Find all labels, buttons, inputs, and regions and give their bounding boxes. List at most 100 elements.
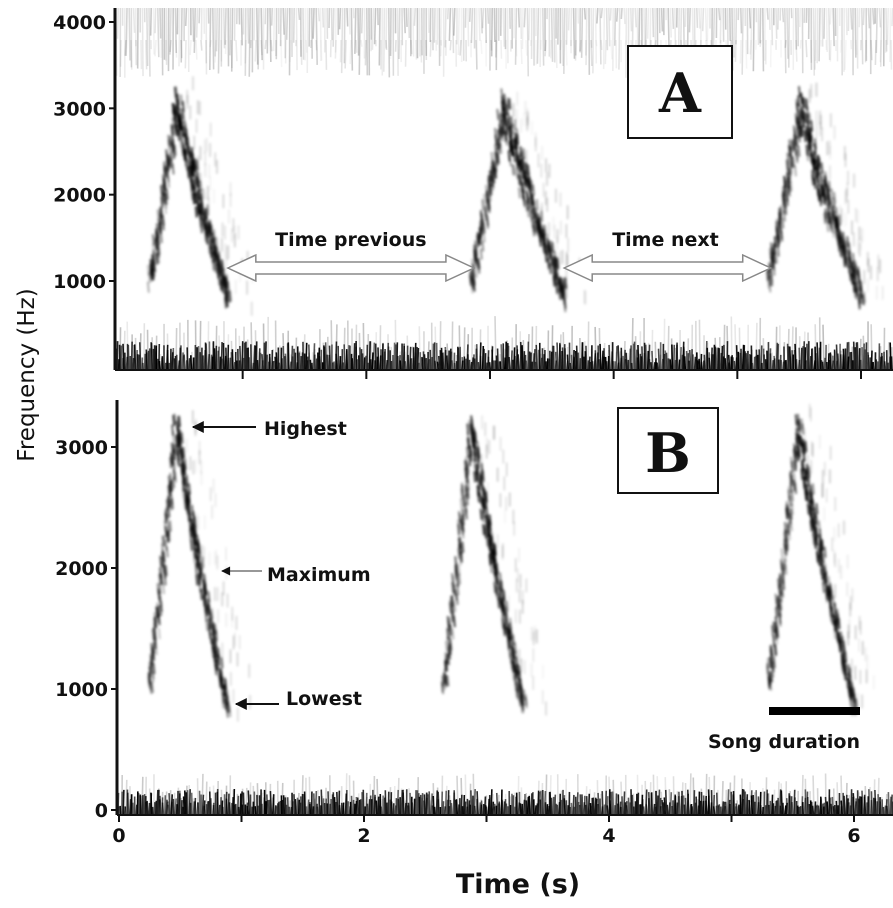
noise-streak (290, 354, 293, 370)
energy-streak (458, 522, 462, 534)
noise-streak (836, 782, 839, 815)
energy-streak (163, 520, 167, 532)
energy-streak (203, 230, 207, 242)
noise-streak (840, 800, 843, 815)
noise-streak (794, 343, 797, 370)
noise-streak (456, 775, 459, 815)
y-tick-label: 1000 (55, 679, 108, 701)
noise-streak (132, 802, 135, 815)
noise-streak (833, 805, 837, 815)
noise-streak (787, 346, 791, 370)
noise-streak (415, 346, 418, 370)
energy-streak (188, 529, 192, 541)
energy-streak (459, 542, 462, 554)
energy-streak (185, 494, 189, 507)
energy-streak (454, 565, 457, 577)
noise-streak (451, 8, 455, 54)
noise-streak (230, 39, 233, 69)
energy-streak (483, 193, 486, 205)
noise-streak (394, 319, 397, 370)
noise-streak (261, 354, 264, 370)
energy-streak (191, 163, 195, 175)
energy-streak (166, 526, 170, 538)
noise-streak (188, 784, 191, 815)
noise-streak (282, 333, 285, 370)
noise-streak (205, 781, 208, 815)
noise-streak (460, 777, 463, 815)
noise-streak (723, 801, 726, 815)
noise-streak (565, 39, 568, 66)
energy-streak (493, 551, 497, 563)
energy-streak (807, 131, 811, 144)
energy-streak (512, 661, 515, 673)
energy-streak (479, 479, 483, 491)
noise-streak (528, 795, 531, 815)
noise-streak (727, 354, 731, 370)
noise-streak (745, 796, 748, 815)
energy-streak (187, 490, 191, 503)
energy-streak (494, 127, 497, 140)
energy-streak (150, 652, 154, 665)
noise-streak (116, 8, 119, 39)
noise-streak (554, 794, 557, 815)
y-tick-label: 4000 (53, 12, 106, 34)
noise-streak (491, 801, 495, 815)
noise-streak (521, 8, 524, 50)
energy-streak (794, 165, 797, 177)
noise-streak (664, 789, 668, 815)
noise-streak (890, 794, 893, 815)
noise-streak (705, 341, 708, 370)
noise-streak (371, 352, 374, 370)
energy-streak (208, 236, 211, 248)
noise-streak (240, 8, 243, 46)
noise-streak (862, 335, 865, 370)
noise-streak (143, 353, 147, 370)
noise-streak (139, 333, 142, 370)
energy-streak (181, 101, 185, 113)
noise-streak (740, 8, 743, 34)
noise-streak (307, 799, 310, 815)
energy-streak (830, 212, 834, 224)
noise-streak (169, 8, 172, 55)
noise-streak (888, 798, 891, 815)
energy-streak (190, 189, 194, 201)
noise-streak (696, 8, 699, 28)
noise-streak (501, 799, 504, 815)
noise-streak (721, 781, 724, 815)
noise-streak (856, 40, 857, 55)
energy-streak (209, 245, 213, 258)
noise-streak (130, 794, 134, 815)
noise-streak (448, 8, 452, 41)
noise-streak (230, 802, 233, 815)
noise-streak (520, 39, 523, 65)
energy-streak (457, 523, 460, 536)
noise-streak (519, 803, 522, 815)
energy-streak (776, 595, 780, 607)
energy-streak (830, 613, 834, 625)
noise-streak (812, 775, 815, 815)
noise-streak (527, 334, 530, 370)
noise-streak (224, 8, 227, 45)
noise-streak (183, 790, 187, 815)
noise-streak (146, 8, 149, 67)
noise-streak (739, 39, 742, 64)
energy-streak (789, 470, 793, 483)
energy-streak (170, 124, 174, 136)
energy-streak (211, 259, 215, 271)
energy-streak (486, 178, 490, 190)
energy-streak (173, 116, 177, 128)
noise-streak (340, 8, 344, 74)
energy-streak (205, 216, 209, 228)
energy-streak (479, 209, 483, 221)
noise-streak (124, 39, 127, 56)
noise-streak (335, 324, 338, 370)
energy-streak (197, 200, 201, 212)
noise-streak (583, 8, 587, 20)
energy-streak (450, 595, 454, 608)
noise-streak (776, 343, 780, 370)
noise-streak (122, 789, 125, 815)
noise-streak (333, 797, 336, 815)
energy-streak (205, 233, 209, 245)
energy-streak (461, 541, 465, 553)
